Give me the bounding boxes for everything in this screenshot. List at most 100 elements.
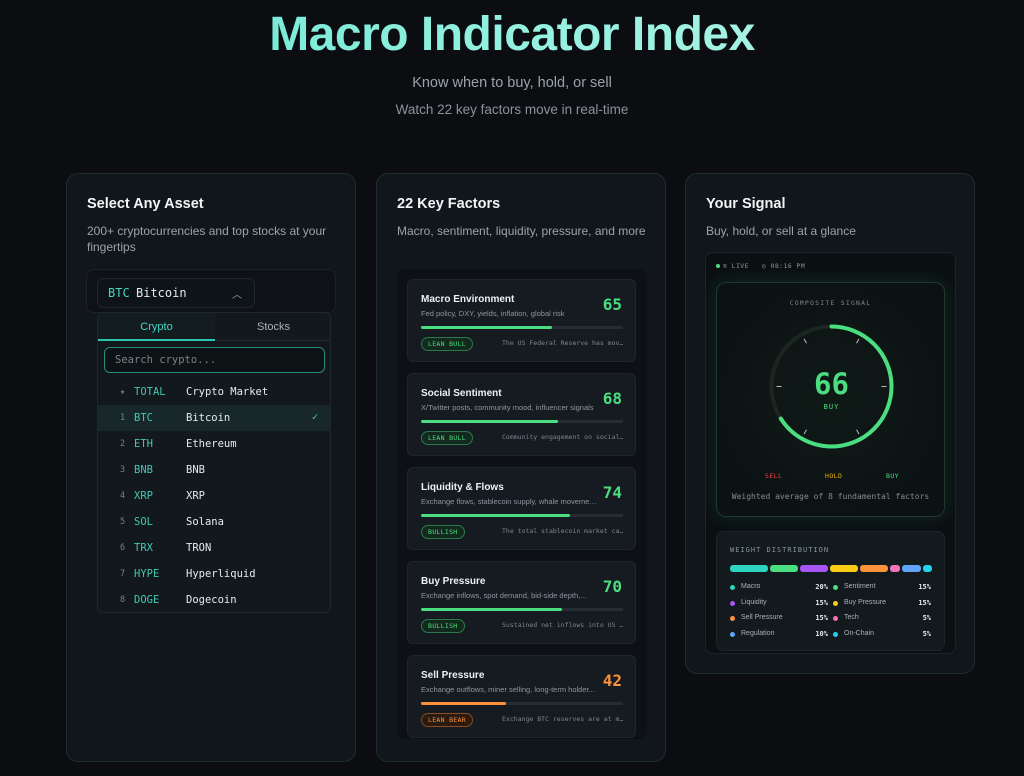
asset-list: ★ TOTAL Crypto Market 1 BTC Bitcoin ✓ 2 ETH Ether… — [98, 379, 330, 612]
card-description: Buy, hold, or sell at a glance — [706, 224, 856, 238]
factor-note: Sustained net inflows into US ... — [502, 621, 624, 629]
signal-score: 66 — [814, 367, 849, 401]
factor-name: Sell Pressure — [421, 670, 485, 681]
card-description: 200+ cryptocurrencies and top stocks at … — [87, 224, 327, 254]
factor-name: Macro Environment — [421, 294, 515, 305]
factor-bar — [421, 514, 623, 517]
legend-percent: 15% — [815, 598, 828, 607]
signal-panel: ≋ LIVE ◷ 08:16 PM COMPOSITE SIGNAL 66 BU… — [705, 252, 956, 654]
tab-crypto[interactable]: Crypto — [98, 313, 215, 341]
asset-ticker: DOGE — [134, 594, 160, 606]
factor-note: Exchange BTC reserves are at m... — [502, 715, 624, 723]
factor-name: Buy Pressure — [421, 576, 486, 587]
legend-percent: 10% — [815, 629, 828, 638]
card-description: Macro, sentiment, liquidity, pressure, a… — [397, 224, 646, 238]
legend-label: Buy Pressure — [844, 598, 887, 606]
gauge-tick — [803, 338, 807, 344]
legend-dot-icon — [730, 600, 735, 606]
factor-card[interactable]: Sell Pressure Exchange outflows, miner se… — [407, 655, 636, 738]
factor-bar-fill — [421, 702, 506, 705]
weight-segment-regulation — [901, 565, 921, 572]
asset-ticker: TRX — [134, 542, 153, 554]
asset-name: XRP — [186, 490, 205, 502]
weight-segment-liquidity — [799, 565, 828, 572]
factor-card[interactable]: Liquidity & Flows Exchange flows, stablec… — [407, 467, 636, 550]
search-input[interactable]: Search crypto... — [104, 347, 325, 373]
asset-rank: 2 — [120, 439, 126, 449]
page-tagline: Watch 22 key factors move in real-time — [395, 102, 629, 117]
factor-bar — [421, 420, 623, 423]
factor-card[interactable]: Buy Pressure Exchange inflows, spot deman… — [407, 561, 636, 644]
legend-row: Liquidity 15% Buy Pressure 15% — [730, 599, 935, 615]
asset-row-sol[interactable]: 5 SOL Solana — [98, 509, 330, 535]
card-title: Select Any Asset — [87, 196, 204, 212]
asset-rank: 5 — [120, 517, 126, 527]
factors-card: 22 Key Factors Macro, sentiment, liquidi… — [376, 173, 666, 762]
legend-label: Sentiment — [844, 583, 876, 590]
factor-score: 70 — [602, 577, 622, 596]
weight-segment-sentiment — [769, 565, 798, 572]
asset-select-button[interactable]: BTC Bitcoin ︿ — [97, 278, 255, 308]
factor-note: The total stablecoin market ca... — [502, 527, 624, 535]
factor-bar — [421, 326, 623, 329]
weight-segment-sell-pressure — [860, 565, 889, 572]
legend-percent: 20% — [815, 583, 828, 591]
wifi-icon: ≋ — [723, 262, 728, 270]
asset-rank: 8 — [120, 595, 126, 605]
legend-dot-icon — [833, 631, 838, 637]
asset-rank: 3 — [120, 465, 126, 475]
factor-score: 74 — [602, 483, 622, 502]
factor-card[interactable]: Macro Environment Fed policy, DXY, yields… — [407, 279, 636, 362]
weight-distribution: WEIGHT DISTRIBUTION Macro 20% Sentiment 15%… — [716, 531, 945, 651]
factor-badge: BULLISH — [421, 525, 465, 539]
asset-rank: 1 — [120, 413, 126, 423]
legend-dot-icon — [833, 600, 838, 606]
signal-card: Your Signal Buy, hold, or sell at a glan… — [685, 173, 975, 674]
factor-badge: BULLISH — [421, 619, 465, 633]
asset-row-doge[interactable]: 8 DOGE Dogecoin — [98, 587, 330, 612]
live-time: 08:16 PM — [770, 262, 806, 270]
legend-row: Macro 20% Sentiment 15% — [730, 583, 935, 599]
asset-picker: BTC Bitcoin ︿ — [86, 269, 336, 313]
asset-row-bnb[interactable]: 3 BNB BNB — [98, 457, 330, 483]
factor-list[interactable]: Macro Environment Fed policy, DXY, yields… — [397, 269, 647, 739]
asset-name: TRON — [186, 542, 212, 554]
factor-card[interactable]: Social Sentiment X/Twitter posts, communi… — [407, 373, 636, 456]
asset-row-eth[interactable]: 2 ETH Ethereum — [98, 431, 330, 457]
legend-percent: 5% — [922, 629, 931, 638]
asset-row-total[interactable]: ★ TOTAL Crypto Market — [98, 379, 330, 405]
factor-score: 68 — [602, 389, 622, 408]
asset-rank: ★ — [120, 387, 126, 397]
card-title: 22 Key Factors — [397, 196, 501, 212]
legend-label: On-Chain — [844, 629, 874, 637]
weight-segment-macro — [730, 565, 768, 572]
factor-bar-fill — [421, 514, 571, 517]
asset-row-hype[interactable]: 7 HYPE Hyperliquid — [98, 561, 330, 587]
asset-ticker: SOL — [134, 516, 153, 528]
tab-stocks[interactable]: Stocks — [215, 313, 330, 341]
signal-gauge: 66 BUY — [769, 324, 894, 449]
composite-signal: COMPOSITE SIGNAL 66 BUY SELL HOLD BUY We… — [716, 282, 945, 517]
page-title: Macro Indicator Index — [0, 6, 1024, 64]
factor-score: 65 — [602, 295, 622, 314]
factor-badge: LEAN BULL — [421, 337, 473, 351]
legend-percent: 15% — [918, 583, 931, 591]
asset-name: Dogecoin — [186, 594, 237, 606]
legend-percent: 5% — [922, 614, 931, 622]
asset-ticker: ETH — [134, 438, 153, 450]
asset-name: Ethereum — [186, 438, 237, 450]
legend-dot-icon — [730, 585, 735, 590]
asset-rank: 6 — [120, 543, 126, 553]
asset-ticker: BNB — [134, 464, 153, 476]
asset-dropdown: Crypto Stocks Search crypto... ★ TOTAL Cry… — [97, 312, 331, 613]
legend-row: Sell Pressure 15% Tech 5% — [730, 614, 935, 630]
asset-row-xrp[interactable]: 4 XRP XRP — [98, 483, 330, 509]
asset-row-btc[interactable]: 1 BTC Bitcoin ✓ — [98, 405, 330, 431]
factor-description: Exchange outflows, miner selling, long-t… — [421, 685, 595, 694]
legend-dot-icon — [730, 616, 735, 621]
legend-label: Tech — [844, 614, 859, 621]
legend-label: Macro — [741, 583, 761, 590]
asset-row-trx[interactable]: 6 TRX TRON — [98, 535, 330, 561]
asset-ticker: XRP — [134, 490, 153, 502]
selected-asset-name: Bitcoin — [136, 286, 187, 300]
